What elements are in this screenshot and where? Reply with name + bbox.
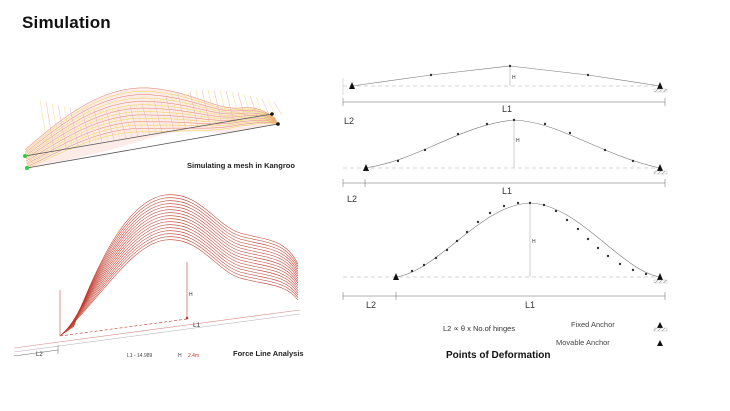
- d3-l1-label: L1: [525, 300, 535, 310]
- d1-l1-label: L1: [502, 104, 512, 114]
- d2-l1-label: L1: [502, 186, 512, 196]
- d3-l2-label: L2: [366, 300, 376, 310]
- force-line-illustration: [13, 194, 301, 357]
- force-h-value: 2.4m: [188, 353, 200, 359]
- d2-h-label: H: [516, 138, 520, 144]
- deformation-diagram-3: [342, 201, 668, 300]
- force-l1-readout: L1 - 14.989: [127, 353, 153, 359]
- anchor-node: [270, 112, 274, 116]
- legend-fixed-anchor: Fixed Anchor: [571, 320, 615, 329]
- force-caption: Force Line Analysis: [233, 349, 304, 358]
- d2-l2-label: L2: [347, 194, 357, 204]
- d1-h-label: H: [512, 75, 516, 81]
- legend-icons: [653, 322, 668, 346]
- anchor-node: [23, 154, 27, 158]
- force-h-label: H: [189, 292, 193, 298]
- legend-movable-anchor: Movable Anchor: [556, 338, 610, 347]
- d1-l2-label: L2: [344, 116, 354, 126]
- anchor-node: [276, 122, 280, 126]
- legend-formula: L2 ∝ θ x No.of hinges: [443, 324, 516, 333]
- deformation-diagram-2: [342, 118, 668, 187]
- deformation-diagram-1: [342, 64, 668, 106]
- d3-h-label: H: [532, 239, 536, 245]
- points-of-deformation-title: Points of Deformation: [446, 350, 551, 361]
- movable-anchor-icon: [657, 340, 663, 346]
- anchor-node: [25, 166, 29, 170]
- kangaroo-mesh-illustration: [23, 87, 283, 170]
- force-h-readout: H: [178, 353, 182, 359]
- force-l1-label: L1: [193, 322, 201, 329]
- fixed-anchor-icon: [657, 322, 663, 328]
- force-l2-label: L2: [36, 352, 43, 358]
- mesh-caption: Simulating a mesh in Kangroo: [187, 161, 295, 170]
- page-title: Simulation: [22, 13, 111, 32]
